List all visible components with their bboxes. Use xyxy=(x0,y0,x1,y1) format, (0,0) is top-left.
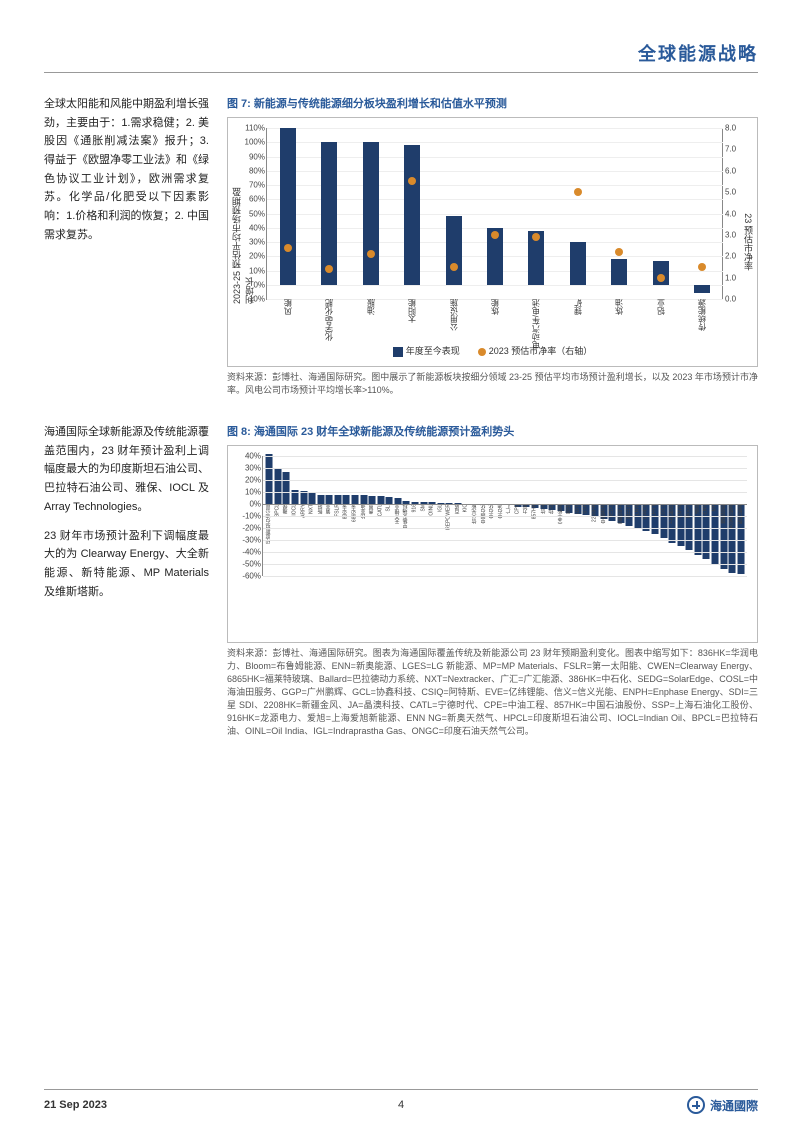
chart7-legend-bar: 年度至今表现 xyxy=(406,346,460,356)
chart-7: 2023-25 预估平均市场预期盈利增长 23 预估市净率 -10%0%10%2… xyxy=(227,117,758,367)
footer-date: 21 Sep 2023 xyxy=(44,1099,107,1111)
footer-page-number: 4 xyxy=(398,1099,404,1111)
footer-logo: 海通國際 xyxy=(687,1096,758,1114)
chart7-ylabel-right: 23 预估市净率 xyxy=(742,213,755,271)
section1-body: 全球太阳能和风能中期盈利增长强劲，主要由于：1.需求稳健；2. 美股因《通胀削减… xyxy=(44,95,209,245)
page-header: 全球能源战略 xyxy=(44,40,758,73)
chart8-source: 资料来源：彭博社、海通国际研究。图表为海通国际覆盖传统及新能源公司 23 财年预… xyxy=(227,647,758,738)
chart7-source: 资料来源：彭博社、海通国际研究。图中展示了新能源板块按细分领域 23-25 预估… xyxy=(227,371,758,397)
chart7-legend: 年度至今表现 2023 预估市净率（右轴） xyxy=(236,344,749,357)
section-1: 全球太阳能和风能中期盈利增长强劲，主要由于：1.需求稳健；2. 美股因《通胀削减… xyxy=(44,95,758,397)
section-2: 海通国际全球新能源及传统能源覆盖范围内，23 财年预计盈利上调幅度最大的为印度斯… xyxy=(44,423,758,738)
section2-body1: 海通国际全球新能源及传统能源覆盖范围内，23 财年预计盈利上调幅度最大的为印度斯… xyxy=(44,423,209,516)
page-footer: 21 Sep 2023 4 海通國際 xyxy=(44,1089,758,1114)
fig8-title: 图 8: 海通国际 23 财年全球新能源及传统能源预计盈利势头 xyxy=(227,423,758,439)
haitong-logo-icon xyxy=(687,1096,705,1114)
chart-8: 印度斯坦石油公司BPCL雅保IOCLARRYNXT新阳第亚FSLR836HK68… xyxy=(227,445,758,643)
section2-body2: 23 财年市场预计盈利下调幅度最大的为 Clearway Energy、大全新能… xyxy=(44,527,209,602)
fig7-title: 图 7: 新能源与传统能源细分板块盈利增长和估值水平预测 xyxy=(227,95,758,111)
footer-brand: 海通國際 xyxy=(710,1097,758,1114)
